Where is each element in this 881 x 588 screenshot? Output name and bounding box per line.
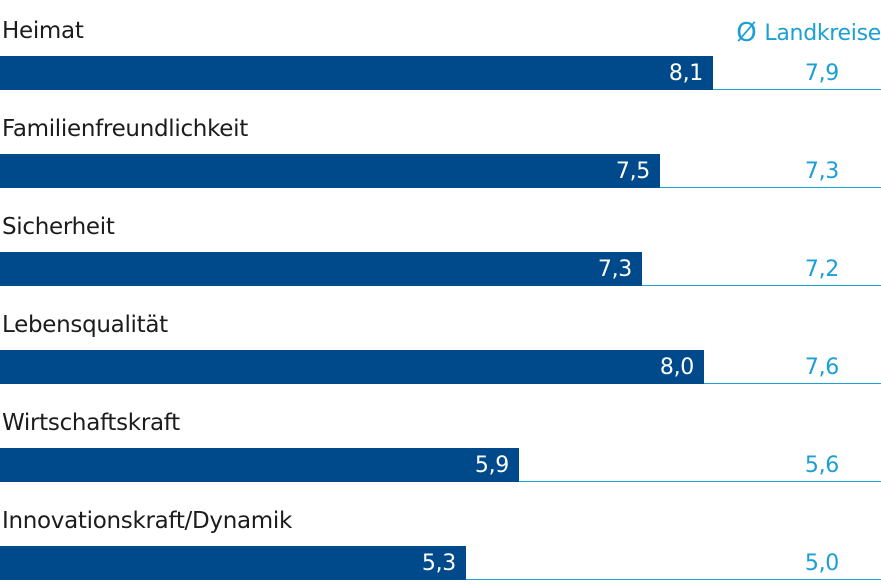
bar-row: Sicherheit 7,3 7,2 bbox=[0, 196, 881, 294]
category-label: Lebensqualität bbox=[2, 312, 168, 338]
bar-row: Heimat 8,1 7,9 bbox=[0, 0, 881, 98]
bar-value-label: 7,3 bbox=[597, 257, 632, 282]
bar: 8,1 bbox=[0, 56, 713, 90]
average-symbol: Ø bbox=[736, 18, 757, 48]
average-value-label: 7,2 bbox=[804, 257, 839, 282]
bar: 5,9 bbox=[0, 448, 519, 482]
legend: Ø Landkreise bbox=[736, 18, 881, 48]
average-value-label: 7,9 bbox=[804, 61, 839, 86]
legend-label: Landkreise bbox=[764, 20, 881, 46]
bar-row: Wirtschaftskraft 5,9 5,6 bbox=[0, 392, 881, 490]
bar: 7,5 bbox=[0, 154, 660, 188]
average-value-label: 7,3 bbox=[804, 159, 839, 184]
category-label: Familienfreundlichkeit bbox=[2, 116, 248, 142]
category-label: Wirtschaftskraft bbox=[2, 410, 180, 436]
bar-row: Innovationskraft/Dynamik 5,3 5,0 bbox=[0, 490, 881, 588]
baseline-line bbox=[519, 481, 881, 482]
bar-value-label: 5,3 bbox=[421, 551, 456, 576]
bar: 7,3 bbox=[0, 252, 642, 286]
bar-value-label: 8,0 bbox=[659, 355, 694, 380]
average-value-label: 7,6 bbox=[804, 355, 839, 380]
bar-value-label: 7,5 bbox=[615, 159, 650, 184]
bar-value-label: 5,9 bbox=[474, 453, 509, 478]
bar-value-label: 8,1 bbox=[668, 61, 703, 86]
category-label: Heimat bbox=[2, 18, 84, 44]
bar-row: Familienfreundlichkeit 7,5 7,3 bbox=[0, 98, 881, 196]
baseline-line bbox=[713, 89, 881, 90]
baseline-line bbox=[660, 187, 881, 188]
bar: 5,3 bbox=[0, 546, 466, 580]
baseline-line bbox=[642, 285, 881, 286]
baseline-line bbox=[466, 579, 881, 580]
category-label: Innovationskraft/Dynamik bbox=[2, 508, 292, 534]
bar: 8,0 bbox=[0, 350, 704, 384]
average-value-label: 5,0 bbox=[804, 551, 839, 576]
baseline-line bbox=[704, 383, 881, 384]
bar-row: Lebensqualität 8,0 7,6 bbox=[0, 294, 881, 392]
average-value-label: 5,6 bbox=[804, 453, 839, 478]
category-label: Sicherheit bbox=[2, 214, 115, 240]
